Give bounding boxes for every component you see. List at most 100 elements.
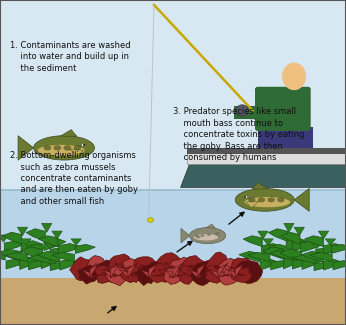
Ellipse shape — [100, 274, 103, 276]
Polygon shape — [302, 258, 321, 269]
Ellipse shape — [282, 62, 306, 90]
Ellipse shape — [223, 274, 226, 276]
Ellipse shape — [83, 144, 85, 146]
Ellipse shape — [247, 268, 251, 271]
Polygon shape — [149, 263, 159, 278]
Polygon shape — [18, 136, 34, 160]
Polygon shape — [219, 266, 237, 285]
Polygon shape — [75, 244, 95, 254]
Ellipse shape — [147, 272, 150, 275]
Polygon shape — [318, 231, 329, 239]
Polygon shape — [180, 161, 346, 187]
Ellipse shape — [188, 265, 192, 268]
Text: 1. Contaminants are washed
    into water and build up in
    the sediment: 1. Contaminants are washed into water an… — [10, 41, 131, 72]
Polygon shape — [0, 250, 5, 260]
Polygon shape — [90, 275, 100, 278]
Ellipse shape — [244, 196, 246, 198]
Polygon shape — [284, 223, 294, 232]
Polygon shape — [122, 258, 145, 283]
Ellipse shape — [161, 274, 164, 277]
Ellipse shape — [139, 265, 144, 268]
Ellipse shape — [147, 218, 154, 222]
Ellipse shape — [228, 268, 233, 271]
Ellipse shape — [114, 263, 118, 266]
Ellipse shape — [203, 270, 208, 273]
Text: 2. Bottom-dwelling organisms
    such as zebra mussels
    concentrate contamina: 2. Bottom-dwelling organisms such as zeb… — [10, 151, 138, 206]
Ellipse shape — [120, 264, 125, 267]
Ellipse shape — [82, 274, 86, 276]
Polygon shape — [235, 275, 246, 278]
Ellipse shape — [91, 265, 95, 268]
Bar — [0, 190, 346, 278]
Ellipse shape — [134, 272, 137, 275]
Polygon shape — [26, 229, 45, 241]
Polygon shape — [270, 250, 292, 260]
Ellipse shape — [172, 274, 176, 276]
Polygon shape — [292, 259, 312, 269]
Polygon shape — [331, 244, 346, 254]
Polygon shape — [86, 255, 107, 277]
Ellipse shape — [189, 227, 226, 244]
Polygon shape — [181, 255, 205, 280]
Ellipse shape — [34, 136, 94, 160]
Polygon shape — [239, 251, 261, 262]
Ellipse shape — [177, 266, 182, 270]
Polygon shape — [225, 269, 235, 278]
Ellipse shape — [226, 273, 230, 276]
Polygon shape — [281, 232, 300, 244]
Ellipse shape — [105, 268, 110, 271]
Polygon shape — [271, 261, 291, 270]
Polygon shape — [73, 261, 93, 270]
Polygon shape — [193, 260, 219, 283]
Ellipse shape — [38, 145, 85, 156]
Polygon shape — [106, 266, 129, 286]
Polygon shape — [173, 263, 183, 278]
Ellipse shape — [242, 266, 245, 268]
Ellipse shape — [192, 266, 197, 269]
Ellipse shape — [177, 269, 182, 272]
Polygon shape — [283, 256, 302, 269]
Polygon shape — [70, 257, 97, 281]
Polygon shape — [37, 251, 59, 262]
Ellipse shape — [213, 274, 217, 276]
Polygon shape — [243, 236, 262, 247]
Ellipse shape — [135, 271, 139, 274]
Polygon shape — [231, 258, 251, 281]
Polygon shape — [324, 259, 343, 270]
Ellipse shape — [122, 266, 126, 269]
Ellipse shape — [187, 275, 191, 277]
Ellipse shape — [170, 265, 174, 268]
Polygon shape — [187, 148, 346, 154]
Polygon shape — [167, 257, 194, 283]
Ellipse shape — [130, 274, 134, 276]
Ellipse shape — [242, 267, 246, 270]
Ellipse shape — [89, 274, 93, 276]
Ellipse shape — [210, 271, 213, 274]
Polygon shape — [248, 253, 270, 262]
Polygon shape — [28, 261, 48, 270]
Ellipse shape — [104, 269, 109, 272]
Polygon shape — [314, 262, 334, 270]
Ellipse shape — [158, 268, 162, 271]
Polygon shape — [301, 241, 322, 253]
Text: 3. Predator species like small
    mouth bass continue to
    concentrate toxins: 3. Predator species like small mouth bas… — [173, 107, 304, 162]
Polygon shape — [109, 254, 134, 277]
Polygon shape — [21, 247, 43, 260]
Ellipse shape — [168, 266, 173, 269]
Ellipse shape — [251, 270, 255, 273]
Polygon shape — [237, 261, 263, 283]
Polygon shape — [21, 241, 43, 253]
Polygon shape — [0, 249, 20, 261]
Ellipse shape — [190, 265, 194, 268]
Polygon shape — [120, 266, 140, 282]
Polygon shape — [292, 241, 312, 251]
Ellipse shape — [85, 269, 90, 272]
Ellipse shape — [143, 275, 147, 278]
Ellipse shape — [258, 197, 265, 202]
Ellipse shape — [207, 233, 211, 236]
Polygon shape — [163, 269, 173, 278]
Ellipse shape — [103, 273, 107, 276]
Polygon shape — [138, 269, 149, 278]
Polygon shape — [6, 259, 26, 269]
Polygon shape — [197, 275, 208, 278]
